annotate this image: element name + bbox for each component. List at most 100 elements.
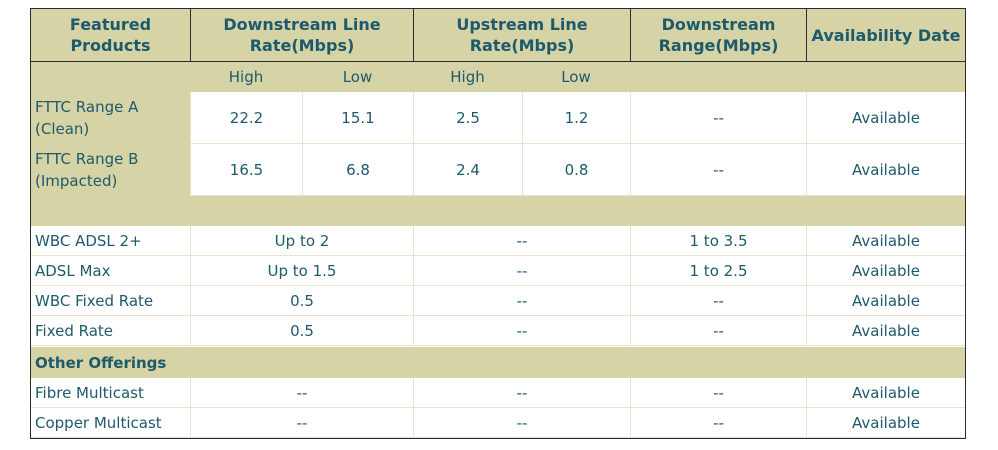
data-cell: Up to 1.5 bbox=[190, 256, 413, 286]
data-cell: -- bbox=[413, 286, 630, 316]
cell-text: Upstream Line bbox=[456, 15, 588, 34]
data-cell: -- bbox=[190, 408, 413, 438]
cell-text: Available bbox=[852, 261, 920, 280]
cell-text: Availability Date bbox=[811, 25, 961, 45]
data-cell: Available bbox=[806, 408, 965, 438]
data-cell: -- bbox=[413, 408, 630, 438]
cell-text: 15.1 bbox=[341, 108, 375, 127]
data-cell: -- bbox=[630, 144, 806, 196]
cell-text: Downstream Line bbox=[223, 15, 381, 34]
cell-text: -- bbox=[713, 108, 724, 127]
cell-text: Downstream bbox=[661, 15, 776, 34]
subheader-cell: High bbox=[190, 62, 302, 92]
data-cell: -- bbox=[630, 408, 806, 438]
cell-text: -- bbox=[296, 413, 308, 432]
row-label: Fibre Multicast bbox=[30, 378, 190, 408]
row-label: FTTC Range A (Clean) bbox=[30, 92, 190, 144]
cell-text: Available bbox=[852, 291, 920, 310]
cell-text: FTTC Range B bbox=[35, 150, 139, 168]
cell-text: 1 to 2.5 bbox=[689, 261, 748, 280]
data-cell: Available bbox=[806, 144, 965, 196]
cell-text: Up to 2 bbox=[274, 231, 330, 250]
cell-text: Fibre Multicast bbox=[35, 383, 144, 402]
cell-text: 22.2 bbox=[229, 108, 264, 127]
cell-text: WBC ADSL 2+ bbox=[35, 231, 142, 250]
subheader-cell: Low bbox=[302, 62, 413, 92]
cell-text: Featured bbox=[69, 15, 152, 34]
cell-text: 0.5 bbox=[290, 291, 314, 310]
data-cell: -- bbox=[190, 378, 413, 408]
cell-text: Other Offerings bbox=[35, 353, 167, 372]
cell-text: High bbox=[450, 68, 485, 86]
header-cell: Upstream Line Rate(Mbps) bbox=[413, 8, 631, 62]
cell-text: Available bbox=[852, 108, 920, 127]
data-cell: -- bbox=[630, 92, 806, 144]
cell-text: (Clean) bbox=[35, 120, 90, 138]
data-cell: 16.5 bbox=[190, 144, 302, 196]
cell-text: Products bbox=[70, 36, 151, 55]
data-cell: 15.1 bbox=[302, 92, 413, 144]
data-cell: -- bbox=[413, 226, 630, 256]
header-cell: Downstream Range(Mbps) bbox=[630, 8, 807, 62]
cell-text: Available bbox=[852, 321, 920, 340]
cell-text: Rate(Mbps) bbox=[249, 36, 355, 55]
row-label: FTTC Range B (Impacted) bbox=[30, 144, 190, 196]
cell-text: Fixed Rate bbox=[35, 321, 114, 340]
data-cell: Available bbox=[806, 92, 965, 144]
row-label: WBC ADSL 2+ bbox=[30, 226, 190, 256]
data-cell: -- bbox=[413, 316, 630, 346]
data-cell: Available bbox=[806, 378, 965, 408]
header-cell: Featured Products bbox=[30, 8, 191, 62]
cell-text: -- bbox=[296, 383, 308, 402]
subheader-cell: High bbox=[413, 62, 522, 92]
band bbox=[30, 196, 965, 226]
cell-text: -- bbox=[713, 383, 724, 402]
data-cell: -- bbox=[630, 316, 806, 346]
table-frame bbox=[30, 8, 966, 439]
cell-text: -- bbox=[516, 231, 528, 250]
cell-text: -- bbox=[713, 291, 724, 310]
data-cell: 1 to 3.5 bbox=[630, 226, 806, 256]
cell-text: 1 to 3.5 bbox=[689, 231, 748, 250]
cell-text: -- bbox=[516, 383, 528, 402]
data-cell: Available bbox=[806, 286, 965, 316]
cell-text: -- bbox=[516, 261, 528, 280]
cell-text: Available bbox=[852, 160, 920, 179]
cell-text: Up to 1.5 bbox=[267, 261, 337, 280]
data-cell: Available bbox=[806, 226, 965, 256]
data-cell: 2.4 bbox=[413, 144, 522, 196]
data-cell: 2.5 bbox=[413, 92, 522, 144]
cell-text: 0.8 bbox=[564, 160, 589, 179]
cell-text: (Impacted) bbox=[35, 172, 118, 190]
data-cell: -- bbox=[413, 378, 630, 408]
data-cell: 6.8 bbox=[302, 144, 413, 196]
data-cell: Available bbox=[806, 256, 965, 286]
cell-text: Low bbox=[561, 68, 591, 86]
data-cell: -- bbox=[413, 256, 630, 286]
cell-text: -- bbox=[516, 291, 528, 310]
data-cell: 0.8 bbox=[522, 144, 630, 196]
cell-text: WBC Fixed Rate bbox=[35, 291, 154, 310]
data-cell: Available bbox=[806, 316, 965, 346]
row-label: Fixed Rate bbox=[30, 316, 190, 346]
data-cell: 0.5 bbox=[190, 316, 413, 346]
data-cell: Up to 2 bbox=[190, 226, 413, 256]
cell-text: -- bbox=[713, 321, 724, 340]
section-header: Other Offerings bbox=[30, 347, 965, 378]
cell-text: Rate(Mbps) bbox=[469, 36, 575, 55]
cell-text: Available bbox=[852, 413, 920, 432]
header-cell: Availability Date bbox=[806, 8, 966, 62]
cell-text: -- bbox=[713, 413, 724, 432]
cell-text: Available bbox=[852, 383, 920, 402]
cell-text: 1.2 bbox=[564, 108, 589, 127]
data-cell: 22.2 bbox=[190, 92, 302, 144]
cell-text: -- bbox=[516, 321, 528, 340]
cell-text: 2.5 bbox=[456, 108, 480, 127]
data-cell: 1.2 bbox=[522, 92, 630, 144]
data-cell: -- bbox=[630, 378, 806, 408]
data-cell: 0.5 bbox=[190, 286, 413, 316]
cell-text: 6.8 bbox=[346, 160, 370, 179]
cell-text: -- bbox=[516, 413, 528, 432]
cell-text: High bbox=[228, 68, 264, 86]
